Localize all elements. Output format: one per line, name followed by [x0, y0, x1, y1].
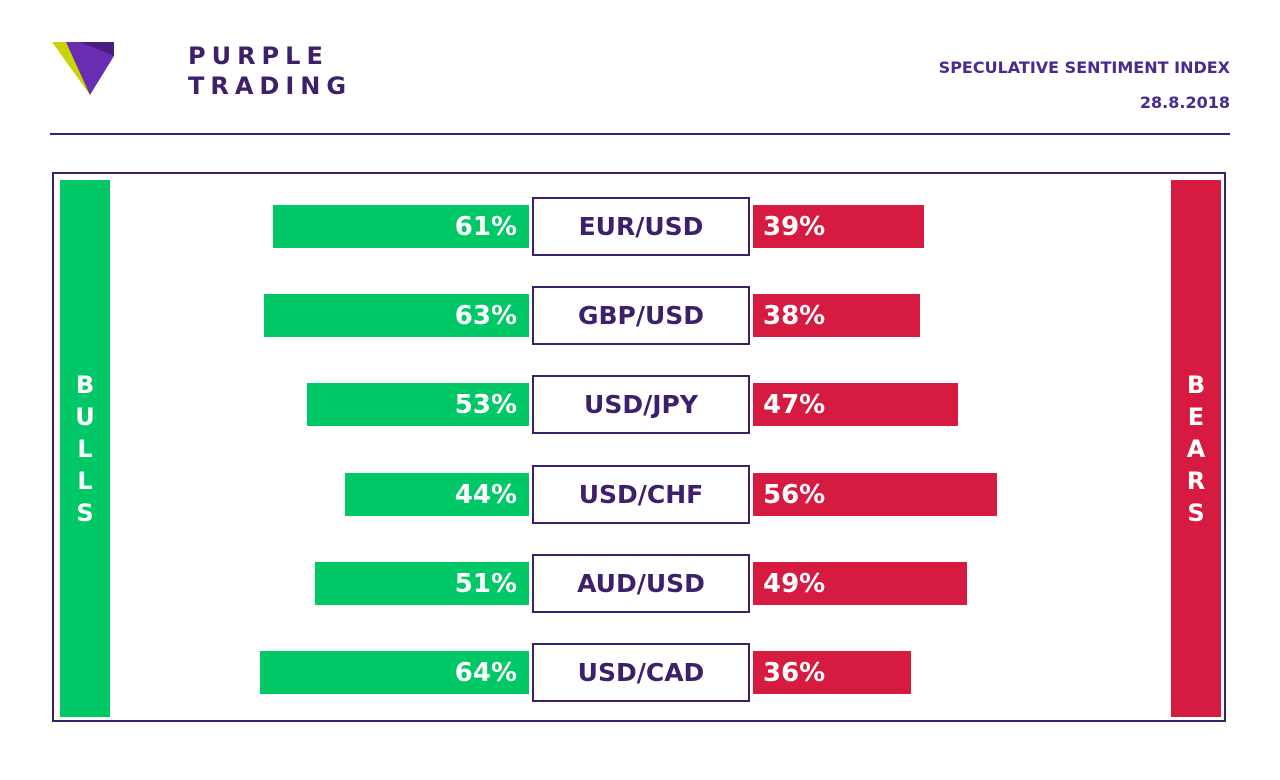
- bull-value-label: 63%: [454, 300, 517, 331]
- bull-bar-usd-chf: 44%: [345, 473, 529, 516]
- chart-frame: [52, 172, 1226, 722]
- bull-value-label: 53%: [454, 389, 517, 420]
- bear-value-label: 39%: [763, 211, 826, 242]
- pair-label-usd-chf: USD/CHF: [532, 465, 750, 524]
- brand-name-line1: PURPLE: [188, 42, 329, 70]
- bull-value-label: 44%: [454, 479, 517, 510]
- bulls-label: BULLS: [75, 370, 95, 527]
- bull-value-label: 64%: [454, 657, 517, 688]
- bear-bar-eur-usd: 39%: [753, 205, 924, 248]
- bear-value-label: 38%: [763, 300, 826, 331]
- bear-bar-aud-usd: 49%: [753, 562, 967, 605]
- page-title: SPECULATIVE SENTIMENT INDEX: [938, 58, 1230, 77]
- bull-bar-eur-usd: 61%: [273, 205, 529, 248]
- pair-label-usd-jpy: USD/JPY: [532, 375, 750, 434]
- bulls-side-bar: BULLS: [60, 180, 110, 717]
- brand-logo: PURPLE TRADING: [52, 40, 346, 100]
- bears-label: BEARS: [1186, 370, 1206, 527]
- bull-value-label: 61%: [454, 211, 517, 242]
- bear-value-label: 47%: [763, 389, 826, 420]
- bear-bar-usd-jpy: 47%: [753, 383, 958, 426]
- pair-label-gbp-usd: GBP/USD: [532, 286, 750, 345]
- bear-bar-gbp-usd: 38%: [753, 294, 920, 337]
- logo-icon: [52, 42, 114, 95]
- pair-label-usd-cad: USD/CAD: [532, 643, 750, 702]
- header-divider: [50, 133, 1230, 135]
- bull-value-label: 51%: [454, 568, 517, 599]
- bull-bar-usd-jpy: 53%: [307, 383, 529, 426]
- bear-bar-usd-chf: 56%: [753, 473, 997, 516]
- bear-value-label: 49%: [763, 568, 826, 599]
- pair-label-aud-usd: AUD/USD: [532, 554, 750, 613]
- bull-bar-aud-usd: 51%: [315, 562, 529, 605]
- brand-name-line2: TRADING: [188, 72, 353, 100]
- bear-bar-usd-cad: 36%: [753, 651, 911, 694]
- pair-label-eur-usd: EUR/USD: [532, 197, 750, 256]
- page-date: 28.8.2018: [1139, 93, 1230, 112]
- bear-value-label: 36%: [763, 657, 826, 688]
- bear-value-label: 56%: [763, 479, 826, 510]
- bears-side-bar: BEARS: [1171, 180, 1221, 717]
- bull-bar-usd-cad: 64%: [260, 651, 529, 694]
- bull-bar-gbp-usd: 63%: [264, 294, 529, 337]
